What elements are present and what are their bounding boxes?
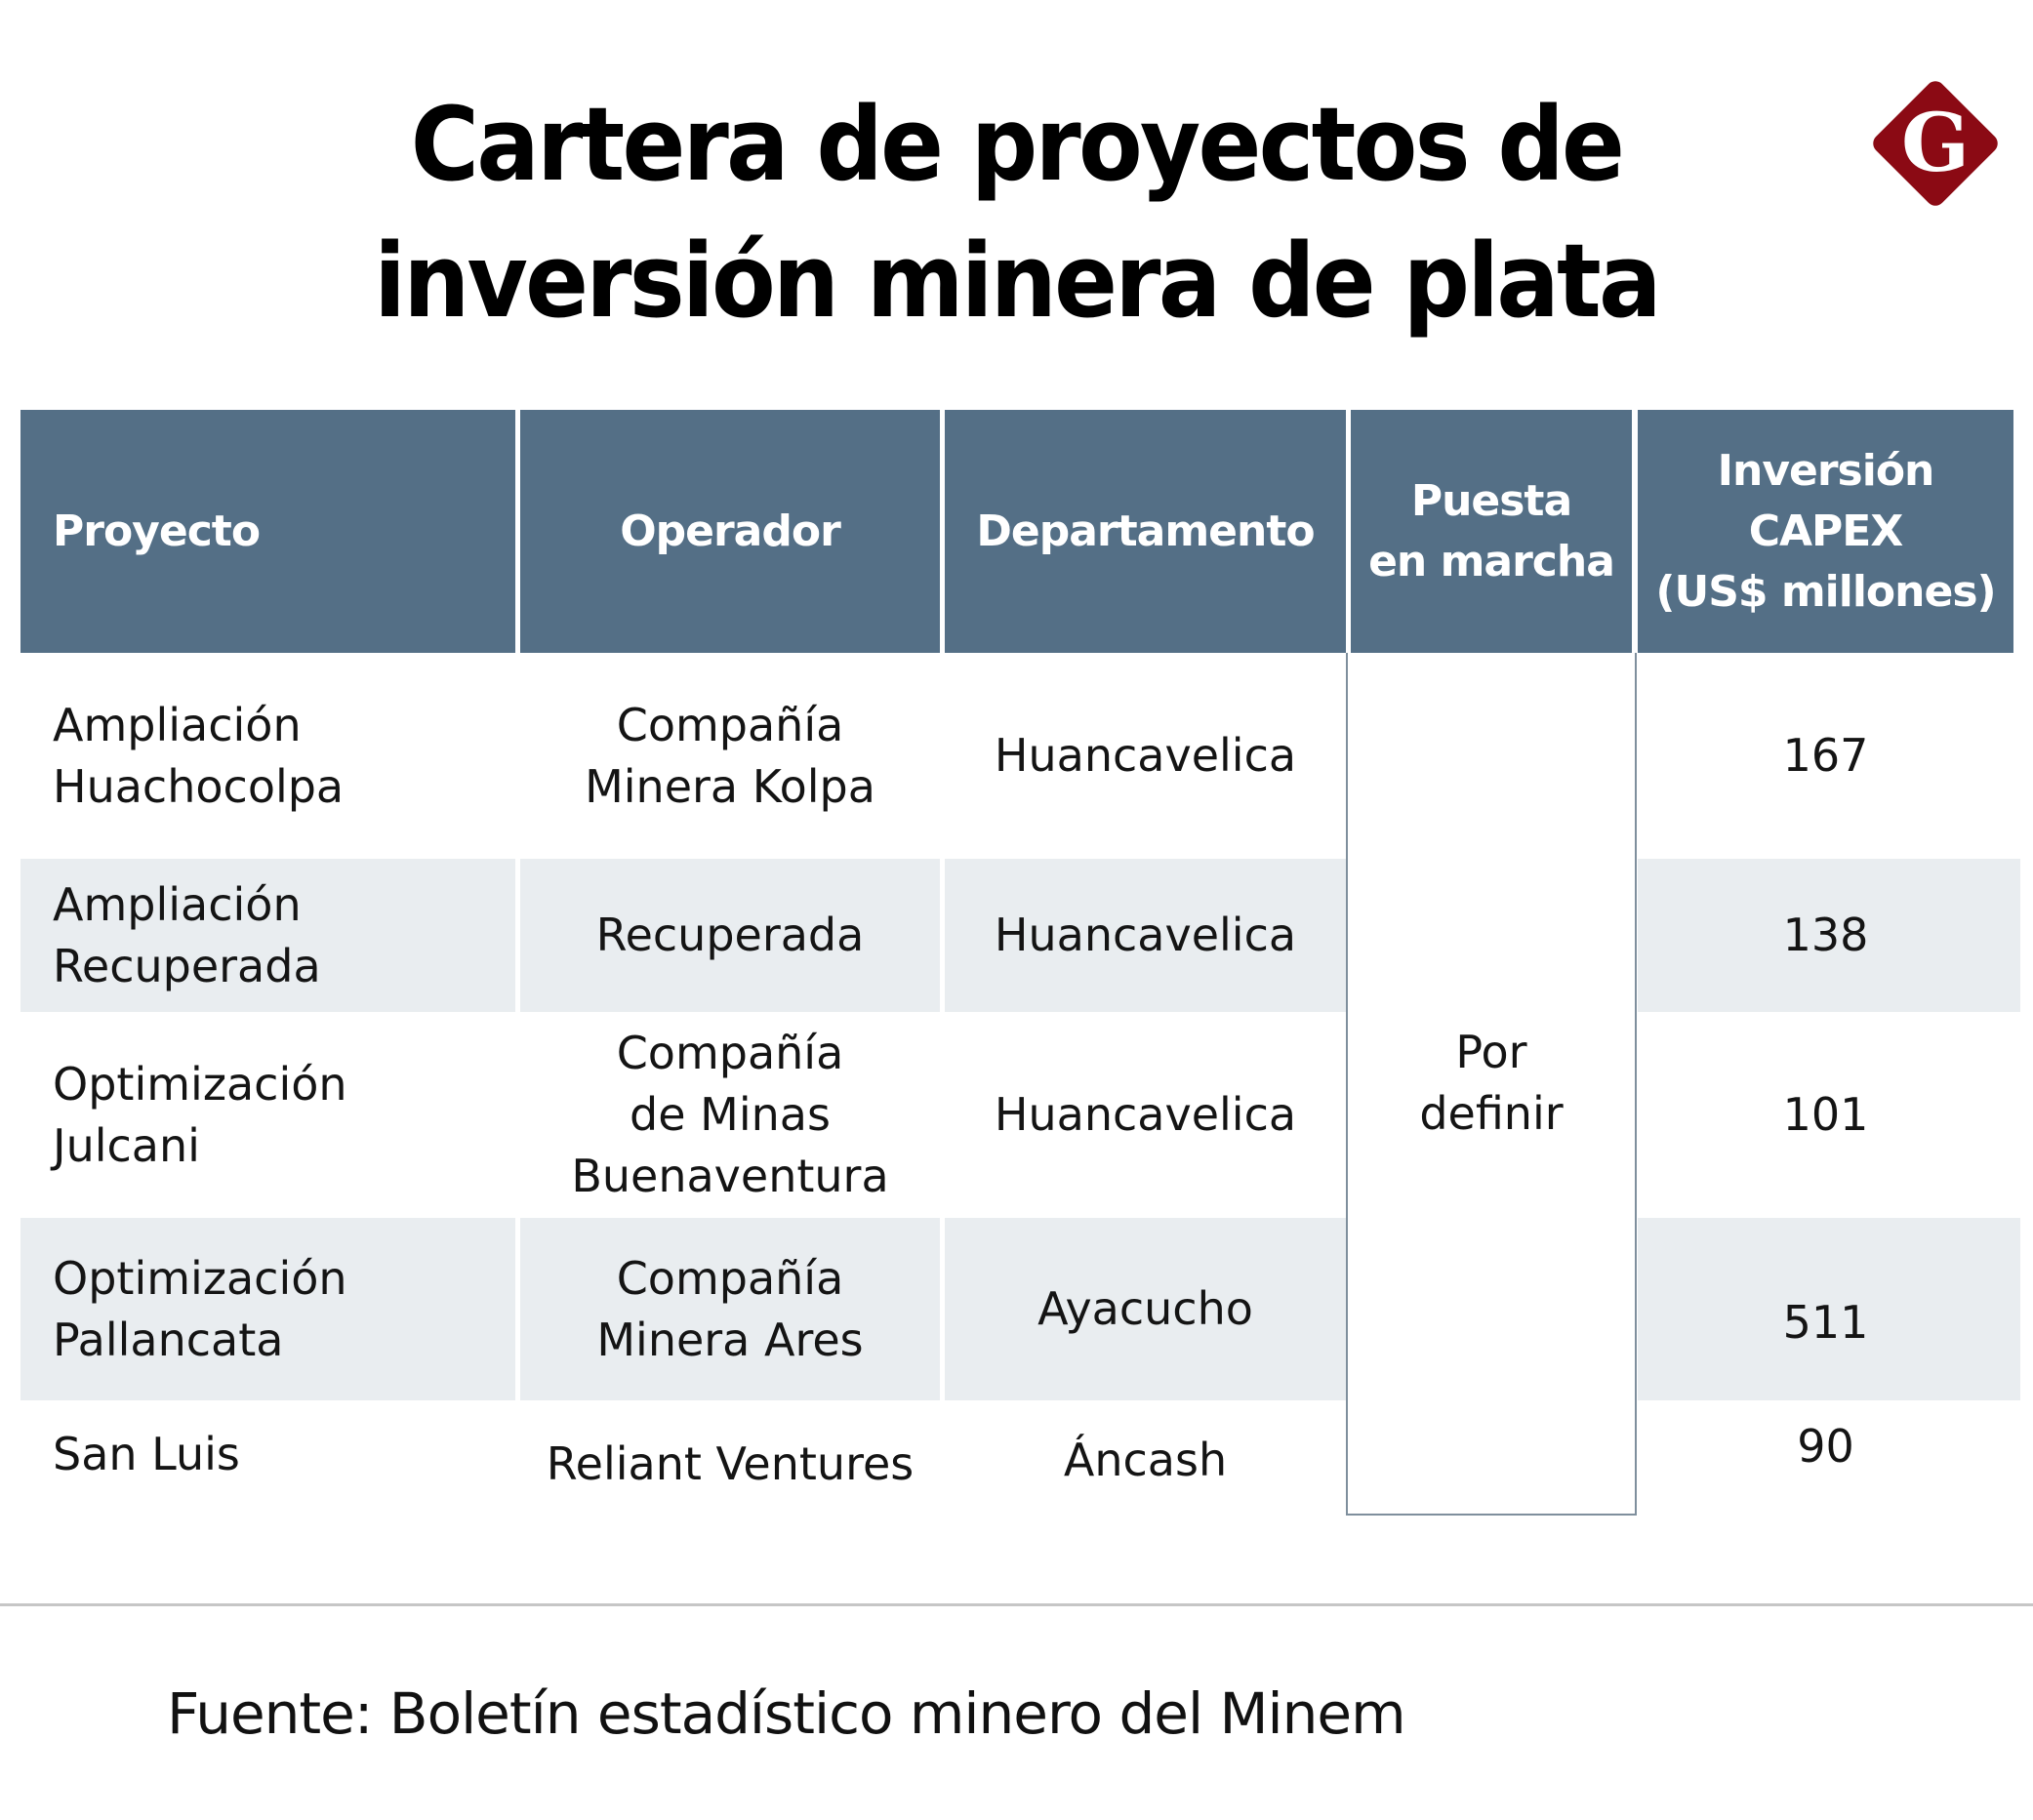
header-inversion-line-1: Inversión <box>1717 445 1935 496</box>
table-row-1-operador: Compañía Minera Kolpa <box>585 698 875 813</box>
row-stripe <box>520 1218 940 1400</box>
header-inversion-line-2: CAPEX <box>1748 506 1904 556</box>
table-row-3-operador: Compañía de Minas Buenaventura <box>571 1027 889 1202</box>
row-stripe <box>20 1218 515 1400</box>
table-row-2-inversion: 138 <box>1782 909 1869 961</box>
title-line-1: Cartera de proyectos de <box>410 85 1625 204</box>
table-row-1-inversion: 167 <box>1782 729 1869 782</box>
header-proyecto: Proyecto <box>20 410 515 653</box>
row-stripe <box>945 859 1346 1012</box>
table-row-1-proyecto: Ampliación Huachocolpa <box>53 698 345 813</box>
table-row-5-proyecto: San Luis <box>53 1428 240 1480</box>
table-row-2-operador: Recuperada <box>595 909 865 961</box>
table-row-5-operador: Reliant Ventures <box>546 1437 915 1490</box>
table-row-2-proyecto: Ampliación Recuperada <box>53 877 321 992</box>
row-stripe <box>520 859 940 1012</box>
puesta-value-line-1: Por <box>1455 1026 1527 1078</box>
puesta-value-line-2: definir <box>1419 1087 1564 1140</box>
header-inversion-capex: Inversión CAPEX (US$ millones) <box>1638 410 2013 653</box>
table-row-3-inversion: 101 <box>1782 1088 1869 1141</box>
g-diamond-logo-icon: G <box>1873 81 1998 206</box>
header-operador-label: Operador <box>620 506 841 556</box>
page-title: Cartera de proyectos de inversión minera… <box>81 76 1951 349</box>
header-departamento-label: Departamento <box>976 506 1315 556</box>
header-puesta-line-2: en marcha <box>1368 536 1615 586</box>
table-row-4-inversion: 511 <box>1782 1296 1869 1349</box>
table-row-4-proyecto: Optimización Pallancata <box>53 1251 347 1366</box>
header-puesta-en-marcha: Puesta en marcha <box>1351 410 1632 653</box>
header-departamento: Departamento <box>945 410 1346 653</box>
row-stripe <box>1638 859 2020 1012</box>
table-row-3-departamento: Huancavelica <box>994 1088 1297 1141</box>
table-row-4-operador: Compañía Minera Ares <box>596 1251 864 1366</box>
table-row-5-inversion: 90 <box>1797 1420 1854 1473</box>
row-stripe <box>945 1218 1346 1400</box>
row-stripe <box>20 859 515 1012</box>
table-row-1-departamento: Huancavelica <box>994 729 1297 782</box>
table-row-4-departamento: Ayacucho <box>1037 1282 1253 1335</box>
puesta-en-marcha-merged-cell: Por definir <box>1346 653 1637 1516</box>
table-row-5-departamento: Áncash <box>1063 1434 1228 1486</box>
footer-divider <box>0 1603 2033 1606</box>
header-puesta-line-1: Puesta <box>1410 475 1572 526</box>
header-inversion-line-3: (US$ millones) <box>1655 566 1996 617</box>
svg-text:G: G <box>1901 97 1970 190</box>
header-proyecto-label: Proyecto <box>53 506 261 556</box>
row-stripe <box>1638 1218 2020 1400</box>
title-line-2: inversión minera de plata <box>374 222 1661 341</box>
table-row-2-departamento: Huancavelica <box>994 909 1297 961</box>
source-note: Fuente: Boletín estadístico minero del M… <box>167 1680 1406 1747</box>
table-row-3-proyecto: Optimización Julcani <box>53 1057 347 1172</box>
header-operador: Operador <box>520 410 940 653</box>
